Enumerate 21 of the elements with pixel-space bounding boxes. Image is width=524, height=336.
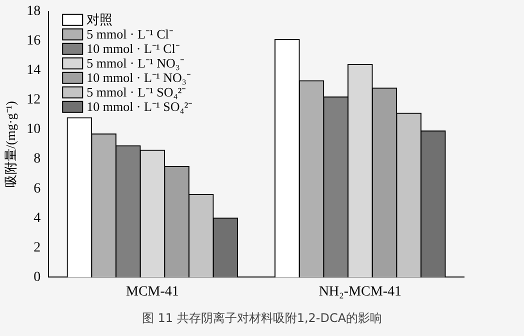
legend-label: 10 mmol · L⁻¹ SO₄²⁻: [86, 98, 192, 114]
legend-label: 5 mmol · L⁻¹ Cl⁻: [86, 26, 173, 42]
y-tick-label: 14: [26, 63, 41, 78]
caption: 图 11 共存阴离子对材料吸附1,2-DCA的影响: [140, 310, 384, 327]
legend-label: 5 mmol · L⁻¹ NO₃⁻: [86, 55, 184, 70]
y-tick-label: 10: [26, 122, 41, 138]
y-tick-label: 0: [34, 270, 41, 285]
y-tick-label: 12: [26, 92, 41, 108]
legend-label: 10 mmol · L⁻¹ NO₃⁻: [86, 70, 190, 85]
y-tick-label: 16: [26, 34, 41, 49]
y-tick-label: 2: [34, 240, 41, 256]
x-tick-label: NH₂-MCM-41: [318, 284, 402, 300]
y-tick-label: 6: [34, 181, 41, 196]
x-tick-label: MCM-41: [126, 284, 179, 300]
legend-label: 5 mmol · L⁻¹ SO₄²⁻: [86, 84, 186, 100]
y-tick-label: 8: [34, 152, 41, 167]
y-axis-title: 吸附量/(mg·g⁻¹): [3, 100, 18, 188]
legend-label: 对照: [86, 12, 113, 27]
y-tick-label: 4: [34, 210, 41, 226]
y-tick-label: 18: [26, 4, 41, 20]
legend-label: 10 mmol · L⁻¹ Cl⁻: [86, 40, 180, 56]
